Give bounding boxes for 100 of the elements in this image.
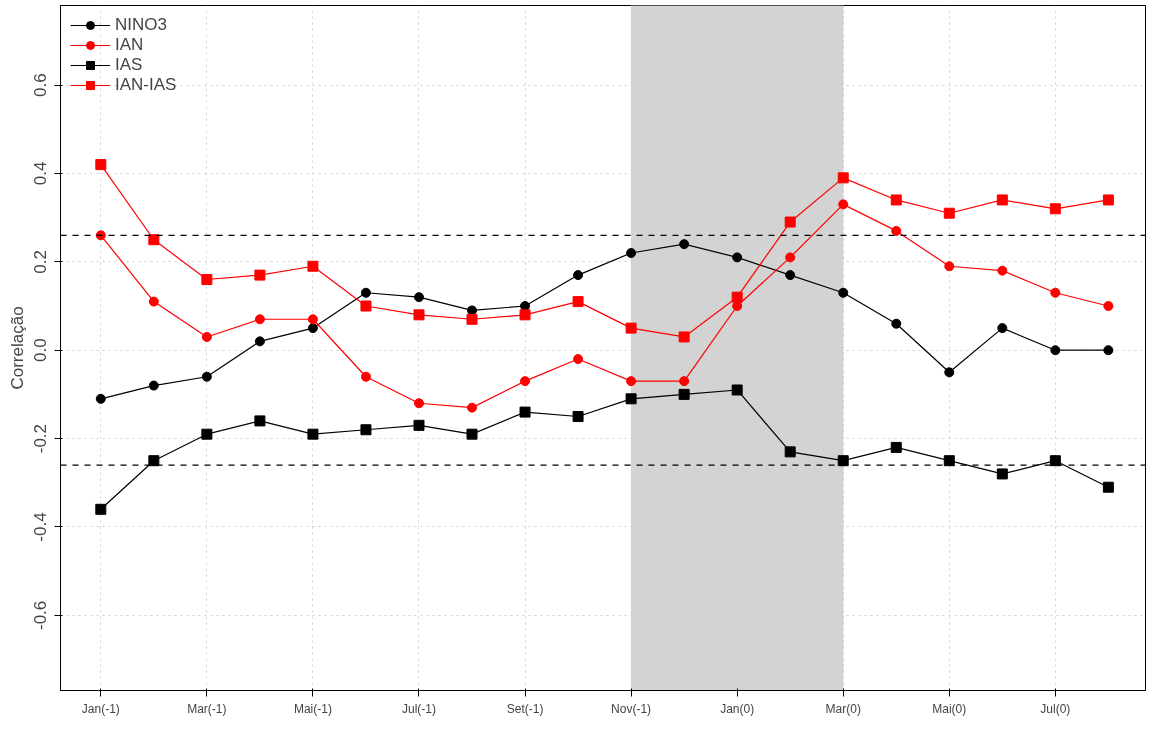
point: [254, 415, 266, 427]
y-axis-title: Correlação: [7, 306, 27, 390]
point: [413, 398, 424, 409]
point: [890, 194, 902, 206]
point: [201, 274, 213, 285]
point: [360, 371, 371, 382]
point: [572, 296, 584, 308]
point: [519, 406, 531, 418]
point: [943, 455, 955, 467]
point: [732, 301, 743, 312]
point: [413, 309, 425, 321]
point: [148, 380, 159, 391]
point: [360, 424, 372, 436]
point: [148, 234, 160, 246]
y-tick-label: 0.0: [31, 338, 51, 363]
point: [890, 441, 902, 453]
point: [95, 159, 107, 171]
point: [201, 428, 213, 440]
point: [891, 318, 902, 329]
point: [1103, 345, 1114, 356]
point: [731, 384, 743, 396]
point: [1103, 301, 1114, 312]
point: [1102, 194, 1114, 206]
point: [148, 455, 160, 467]
x-tick-label: Jan(0): [720, 701, 755, 716]
y-tick-label: -0.6: [31, 600, 51, 631]
point: [838, 199, 849, 210]
point: [732, 252, 743, 263]
point: [626, 376, 637, 387]
point: [944, 367, 955, 378]
point: [678, 388, 690, 400]
y-tick-label: 0.6: [31, 73, 51, 97]
point: [467, 402, 478, 413]
point: [1049, 455, 1061, 467]
legend-label: IAS: [115, 55, 143, 75]
point: [1049, 203, 1061, 215]
point: [254, 314, 265, 325]
point: [996, 194, 1008, 206]
point: [625, 393, 637, 405]
x-tick-label: Jan(-1): [81, 701, 120, 716]
point: [360, 300, 372, 312]
point: [573, 354, 584, 365]
point: [307, 260, 319, 272]
point: [148, 296, 159, 307]
point: [201, 331, 212, 342]
point: [837, 172, 849, 184]
point: [837, 455, 849, 467]
point: [95, 393, 106, 404]
point: [467, 305, 478, 316]
legend-label: IAN-IAS: [115, 75, 177, 95]
point: [996, 468, 1008, 480]
point: [520, 376, 531, 387]
point: [784, 446, 796, 458]
point: [360, 287, 371, 298]
point: [784, 216, 796, 228]
x-tick-label: Set(-1): [506, 701, 544, 716]
point: [466, 313, 478, 325]
x-tick-label: Mar(0): [825, 701, 861, 716]
point: [997, 265, 1008, 276]
point: [254, 336, 265, 347]
point: [838, 287, 849, 298]
point: [572, 411, 584, 422]
y-tick-label: 0.4: [31, 161, 51, 186]
point: [731, 291, 743, 303]
point: [573, 270, 584, 281]
point: [201, 371, 212, 382]
y-tick-label: 0.2: [31, 250, 51, 274]
legend-label: NINO3: [115, 15, 167, 35]
point: [95, 503, 107, 515]
x-tick-label: Jul(-1): [401, 701, 436, 716]
point: [1050, 287, 1061, 298]
point: [1050, 345, 1061, 356]
x-tick-label: Jul(0): [1040, 701, 1071, 716]
x-tick-label: Mai(-1): [293, 701, 332, 716]
point: [891, 225, 902, 236]
point: [413, 292, 424, 303]
point: [626, 247, 637, 258]
point: [307, 323, 318, 334]
point: [625, 322, 637, 334]
point: [307, 428, 319, 440]
point: [785, 270, 796, 281]
legend-label: IAN: [115, 35, 144, 55]
point: [307, 314, 318, 325]
point: [678, 331, 690, 343]
point: [679, 376, 690, 387]
point: [997, 323, 1008, 334]
point: [413, 419, 425, 431]
point: [944, 261, 955, 272]
y-tick-label: -0.2: [31, 423, 51, 454]
point: [679, 239, 690, 250]
point: [95, 230, 106, 241]
x-tick-label: Nov(-1): [611, 701, 652, 716]
point: [254, 269, 266, 281]
point: [519, 309, 531, 321]
x-tick-label: Mai(0): [932, 701, 967, 716]
y-tick-label: -0.4: [31, 512, 51, 542]
point: [943, 207, 955, 219]
point: [785, 252, 796, 263]
x-tick-label: Mar(-1): [187, 701, 227, 716]
point: [466, 428, 478, 440]
